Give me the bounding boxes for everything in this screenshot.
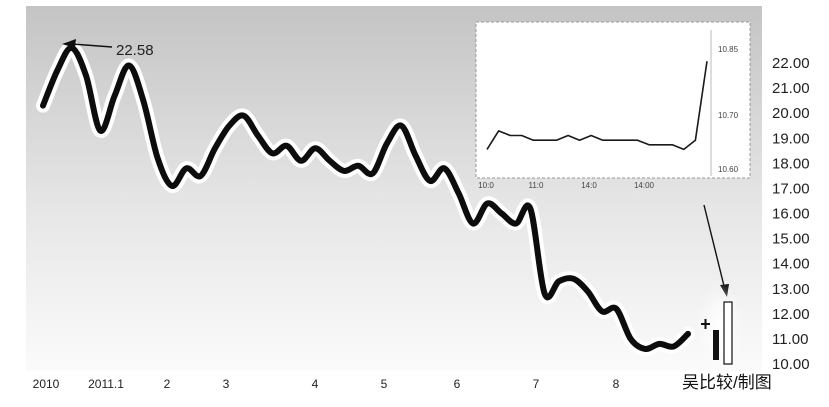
price-point (298, 158, 304, 163)
price-point (427, 178, 433, 184)
price-point (413, 153, 418, 158)
price-point (628, 336, 633, 342)
y-tick-label: 20.00 (772, 105, 810, 122)
price-point (399, 123, 404, 128)
price-point (599, 309, 605, 314)
inset-line-layer: 10.85 10.70 10.60 10:0 11:0 14:0 14:00 (478, 30, 739, 190)
x-tick-label: 7 (533, 377, 540, 391)
price-point (556, 279, 562, 284)
price-point (198, 173, 203, 179)
inset-pointer-line (703, 204, 726, 291)
y-tick-labels: 22.00 21.00 20.00 19.00 18.00 17.00 16.00 15.00… (772, 55, 810, 373)
y-tick-label: 19.00 (772, 130, 810, 147)
peak-arrow-head (62, 39, 76, 48)
x-tick-labels: 2010 2011.1 2 3 4 5 6 7 8 (33, 377, 620, 391)
price-point (98, 128, 103, 133)
price-point (485, 201, 490, 206)
price-point (499, 211, 504, 216)
price-point (341, 168, 347, 174)
price-point (657, 341, 662, 347)
price-point (212, 146, 218, 151)
price-point (255, 133, 261, 138)
price-point (112, 93, 117, 98)
price-point (685, 331, 691, 337)
price-point (384, 141, 390, 146)
price-point (327, 158, 332, 163)
candle-white (723, 301, 733, 365)
inset-x-tick-label: 11:0 (529, 181, 545, 190)
y-tick-label: 11.00 (772, 331, 808, 348)
price-point (542, 291, 547, 296)
x-tick-label: 3 (223, 377, 230, 391)
price-point (241, 113, 246, 118)
price-point (184, 166, 189, 171)
inset-y-tick-label: 10.85 (718, 45, 739, 54)
inset-x-tick-label: 14:0 (581, 181, 597, 190)
inset-y-tick-label: 10.60 (718, 165, 739, 174)
price-point (671, 344, 676, 349)
price-point (169, 183, 175, 189)
price-point (528, 206, 533, 211)
x-tick-label: 6 (454, 377, 461, 391)
price-point (456, 191, 461, 196)
candlestick-detail (696, 282, 744, 370)
price-point (284, 143, 289, 148)
inset-x-tick-label: 14:00 (634, 181, 655, 190)
price-point (155, 156, 160, 161)
x-tick-label: 5 (381, 377, 388, 391)
y-tick-label: 21.00 (772, 80, 810, 97)
x-tick-label: 2 (164, 377, 171, 391)
inset-x-tick-label: 10:0 (478, 181, 494, 190)
price-point (227, 123, 232, 128)
price-point (585, 289, 590, 294)
price-point (370, 171, 375, 176)
price-point (55, 68, 60, 73)
x-tick-label: 8 (613, 377, 620, 391)
price-point (513, 221, 519, 226)
price-point (442, 166, 447, 171)
price-point (470, 221, 476, 226)
price-point (571, 276, 576, 281)
price-point (83, 73, 89, 78)
intraday-line (486, 61, 708, 151)
price-point (126, 63, 132, 68)
y-tick-label: 15.00 (772, 231, 810, 248)
inset-y-tick-label: 10.70 (718, 111, 739, 120)
price-point (642, 346, 648, 352)
price-point (270, 151, 275, 156)
y-tick-label: 17.00 (772, 180, 810, 197)
price-point (40, 103, 46, 108)
y-tick-label: 12.00 (772, 306, 810, 323)
x-tick-label: 2010 (33, 377, 60, 391)
y-tick-label: 13.00 (772, 281, 810, 298)
x-tick-label: 2011.1 (88, 377, 124, 391)
y-tick-label: 16.00 (772, 206, 810, 223)
price-point (141, 98, 146, 103)
y-tick-label: 14.00 (772, 256, 810, 273)
price-line (40, 44, 691, 352)
peak-arrow-shaft (71, 43, 113, 48)
inset-box (475, 21, 751, 179)
price-point (313, 146, 318, 151)
y-tick-label: 10.00 (772, 356, 810, 373)
credit-caption: 吴比较/制图 (682, 373, 772, 392)
peak-value-annotation: 22.58 (116, 42, 154, 59)
x-tick-label: 4 (312, 377, 319, 391)
y-tick-label: 22.00 (772, 55, 810, 72)
y-tick-label: 18.00 (772, 155, 810, 172)
price-point (356, 163, 361, 168)
main-line-layer (36, 40, 695, 356)
candle-black (713, 330, 719, 360)
candle-glow (696, 282, 744, 370)
price-point (614, 306, 619, 311)
